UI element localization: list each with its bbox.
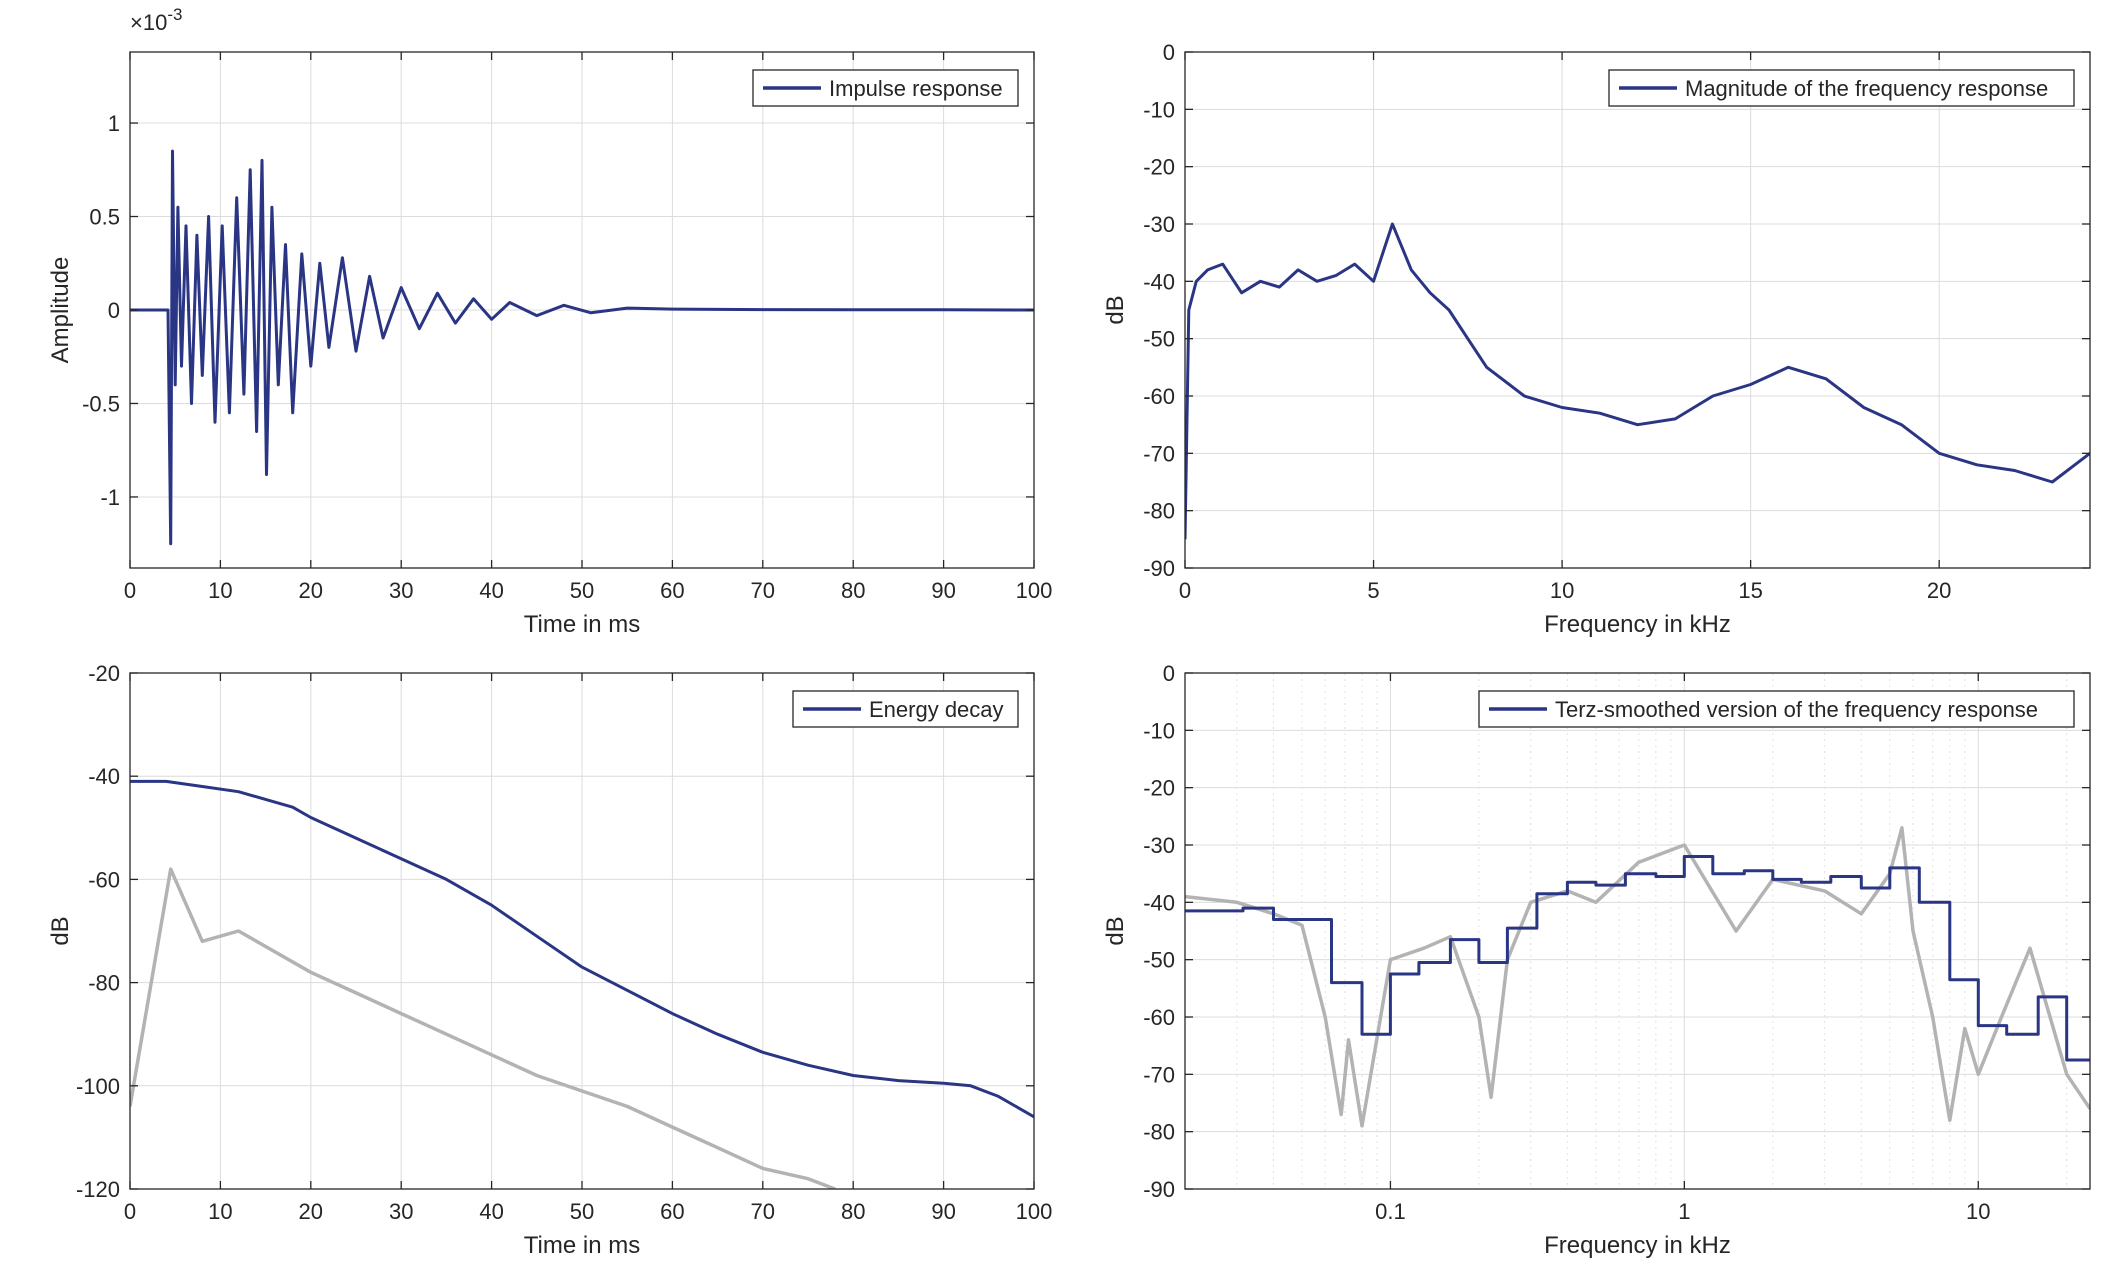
x-tick-label: 5 xyxy=(1367,578,1379,603)
series-line-impulse xyxy=(130,149,1034,546)
y-tick-label: -30 xyxy=(1143,212,1175,237)
y-tick-label: -90 xyxy=(1143,556,1175,581)
x-tick-label: 70 xyxy=(751,1199,775,1224)
y-tick-label: -60 xyxy=(1143,1005,1175,1030)
y-tick-label: -50 xyxy=(1143,327,1175,352)
x-tick-label: 40 xyxy=(479,578,503,603)
y-tick-label: -80 xyxy=(88,971,120,996)
axes-box xyxy=(1184,672,2091,1190)
x-tick-label: 30 xyxy=(389,578,413,603)
x-tick-label: 15 xyxy=(1738,578,1762,603)
x-tick-label: 80 xyxy=(841,1199,865,1224)
legend-label: Terz-smoothed version of the frequency r… xyxy=(1555,697,2038,722)
x-tick-label: 50 xyxy=(570,578,594,603)
y-tick-label: -120 xyxy=(76,1177,120,1202)
y-tick-label: -80 xyxy=(1143,499,1175,524)
legend-box xyxy=(1608,69,2075,107)
x-tick-label: 40 xyxy=(479,1199,503,1224)
y-tick-label: 0.5 xyxy=(89,205,120,230)
x-tick-label: 50 xyxy=(570,1199,594,1224)
y-tick-label: -60 xyxy=(88,867,120,892)
legend-label: Impulse response xyxy=(829,76,1003,101)
series-line-decay xyxy=(130,779,1034,1119)
y-tick-label: -80 xyxy=(1143,1120,1175,1145)
y-tick-label: -70 xyxy=(1143,1062,1175,1087)
x-axis-label: Time in ms xyxy=(524,611,640,638)
x-tick-label: 20 xyxy=(299,1199,323,1224)
series-line-terz xyxy=(1185,855,2090,1062)
y-tick-label: 0 xyxy=(1163,40,1175,65)
x-tick-label: 100 xyxy=(1016,578,1053,603)
y-tick-label: -70 xyxy=(1143,441,1175,466)
y-tick-label: 1 xyxy=(108,111,120,136)
axes-box xyxy=(1184,51,2091,569)
x-tick-label: 1 xyxy=(1678,1199,1690,1224)
y-axis-label: dB xyxy=(1102,295,1129,324)
y-tick-label: -90 xyxy=(1143,1177,1175,1202)
y-axis-label: dB xyxy=(1102,916,1129,945)
x-tick-label: 10 xyxy=(1966,1199,1990,1224)
x-tick-label: 10 xyxy=(208,1199,232,1224)
x-tick-label: 0.1 xyxy=(1375,1199,1406,1224)
impulse-response-plot: 0 10 20 30 40 50 60 70 80 90 100 -1 -0.5 0 0.5 1 Time in… xyxy=(47,5,1052,638)
legend-label: Energy decay xyxy=(869,697,1004,722)
legend: Energy decay xyxy=(792,690,1019,728)
y-tick-label: -100 xyxy=(76,1074,120,1099)
y-tick-label: -20 xyxy=(1143,776,1175,801)
x-tick-label: 60 xyxy=(660,1199,684,1224)
y-tick-label: -40 xyxy=(88,764,120,789)
y-axis-label: Amplitude xyxy=(47,257,74,364)
x-tick-label: 70 xyxy=(751,578,775,603)
magnitude-response-plot: 0 5 10 15 20 0 -10 -20 -30 -40 -50 -60 -70 -80 -90 Freq… xyxy=(1102,40,2091,638)
x-tick-label: 20 xyxy=(299,578,323,603)
y-tick-label: -40 xyxy=(1143,269,1175,294)
x-axis-label: Time in ms xyxy=(524,1232,640,1259)
y-axis-label: dB xyxy=(47,916,74,945)
x-tick-label: 100 xyxy=(1016,1199,1053,1224)
x-tick-label: 60 xyxy=(660,578,684,603)
y-tick-label: -40 xyxy=(1143,890,1175,915)
y-tick-label: -1 xyxy=(100,485,120,510)
reference-line-decay xyxy=(130,867,836,1189)
energy-decay-plot: 0 10 20 30 40 50 60 70 80 90 100 -20 -40 -60 -80 -100 -1… xyxy=(47,661,1052,1259)
x-tick-label: 90 xyxy=(931,1199,955,1224)
x-axis-label: Frequency in kHz xyxy=(1544,611,1731,638)
legend: Magnitude of the frequency response xyxy=(1608,69,2075,107)
x-tick-label: 90 xyxy=(931,578,955,603)
x-tick-label: 0 xyxy=(124,578,136,603)
y-tick-label: 0 xyxy=(1163,661,1175,686)
y-tick-label: -30 xyxy=(1143,833,1175,858)
terz-smoothed-plot: 0.1 1 10 0 -10 -20 -30 -40 -50 -60 -70 -80 -90 Freque… xyxy=(1102,661,2091,1259)
y-tick-label: 0 xyxy=(108,298,120,323)
legend-label: Magnitude of the frequency response xyxy=(1685,76,2048,101)
x-tick-label: 0 xyxy=(124,1199,136,1224)
y-tick-label: -20 xyxy=(88,661,120,686)
y-tick-label: -10 xyxy=(1143,97,1175,122)
y-tick-label: -10 xyxy=(1143,718,1175,743)
x-tick-label: 0 xyxy=(1179,578,1191,603)
y-tick-label: -60 xyxy=(1143,384,1175,409)
x-tick-label: 10 xyxy=(208,578,232,603)
y-tick-label: -0.5 xyxy=(82,391,120,416)
x-tick-label: 10 xyxy=(1550,578,1574,603)
legend-box xyxy=(1478,690,2075,728)
x-tick-label: 30 xyxy=(389,1199,413,1224)
x-tick-label: 20 xyxy=(1927,578,1951,603)
x-axis-label: Frequency in kHz xyxy=(1544,1232,1731,1259)
exponent-label: ×10-3 xyxy=(130,5,182,35)
y-tick-label: -20 xyxy=(1143,155,1175,180)
reference-line-terz xyxy=(1185,826,2090,1128)
legend-box xyxy=(752,69,1019,107)
x-tick-label: 80 xyxy=(841,578,865,603)
y-tick-label: -50 xyxy=(1143,948,1175,973)
legend: Terz-smoothed version of the frequency r… xyxy=(1478,690,2075,728)
series-line-magnitude xyxy=(1185,222,2090,540)
legend: Impulse response xyxy=(752,69,1019,107)
